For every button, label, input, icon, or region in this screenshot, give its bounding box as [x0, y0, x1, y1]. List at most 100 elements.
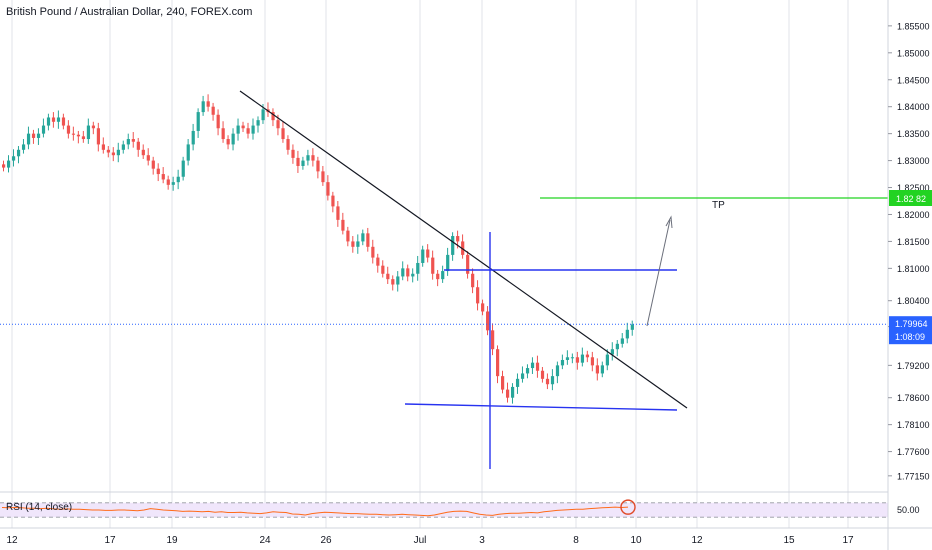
rsi-title: RSI (14, close)	[6, 502, 73, 513]
price-tick-label: 1.85000	[897, 48, 930, 58]
candle-body	[211, 106, 215, 115]
candle-body	[421, 249, 425, 263]
candle-body	[530, 362, 535, 369]
candle-body	[296, 157, 300, 166]
candle-body	[376, 257, 380, 266]
candle-body	[560, 359, 565, 366]
rsi-level-label: 50.00	[897, 505, 920, 515]
candle-body	[251, 125, 255, 134]
candle-body	[525, 368, 530, 374]
candle-body	[246, 128, 250, 134]
candle-body	[491, 330, 495, 350]
candle-body	[620, 338, 624, 344]
time-tick-label: 15	[783, 535, 795, 546]
candle-body	[121, 144, 125, 150]
candle-body	[171, 182, 175, 185]
candle-body	[306, 155, 310, 161]
candle-body	[86, 125, 91, 140]
candle-body	[346, 230, 350, 242]
candle-body	[196, 112, 200, 131]
price-tick-label: 1.83500	[897, 129, 930, 139]
candle-body	[411, 273, 415, 277]
candle-body	[321, 171, 325, 183]
projection-arrow[interactable]	[646, 219, 671, 327]
time-tick-label: 10	[630, 535, 642, 546]
candle-body	[466, 254, 470, 274]
candle-body	[585, 354, 590, 358]
rsi-pane	[0, 491, 888, 518]
candle-body	[276, 120, 280, 129]
candle-body	[286, 139, 290, 150]
time-tick-label: 26	[320, 535, 332, 546]
candle-body	[356, 241, 360, 247]
candle-body	[575, 357, 580, 363]
candle-body	[11, 156, 16, 161]
time-tick-label: 19	[166, 535, 178, 546]
candle-body	[6, 160, 11, 168]
candle-body	[501, 376, 505, 390]
candle-body	[456, 236, 460, 242]
grid-lines	[11, 0, 849, 528]
candle-body	[436, 273, 440, 280]
candle-body	[510, 386, 515, 398]
candle-body	[36, 133, 41, 138]
candle-body	[570, 357, 575, 359]
candle-body	[231, 133, 235, 145]
rsi-highlight-circle	[620, 499, 636, 515]
candle-body	[391, 279, 395, 285]
candle-body	[56, 117, 61, 122]
candle-body	[451, 236, 455, 255]
candle-body	[76, 134, 81, 137]
time-tick-label: Jul	[414, 535, 427, 546]
candle-body	[291, 149, 295, 158]
candle-body	[281, 128, 285, 140]
descending-trendline[interactable]	[239, 90, 688, 409]
rsi-line	[1, 506, 629, 517]
candle-body	[426, 249, 430, 258]
time-tick-label: 8	[573, 535, 579, 546]
candle-body	[496, 349, 500, 377]
price-tick-label: 1.85500	[897, 21, 930, 31]
time-tick-label: 3	[479, 535, 485, 546]
candle-body	[61, 117, 66, 126]
candle-body	[406, 268, 410, 277]
price-tick-label: 1.82000	[897, 210, 930, 220]
price-tick-label: 1.84500	[897, 75, 930, 85]
candle-body	[2, 164, 6, 168]
candle-body	[226, 139, 230, 145]
time-tick-label: 17	[842, 535, 854, 546]
candle-body	[630, 324, 634, 330]
candle-body	[351, 241, 355, 247]
candle-body	[535, 362, 540, 371]
candle-body	[146, 155, 150, 161]
candle-body	[401, 268, 405, 277]
price-tick-label: 1.81500	[897, 237, 930, 247]
candle-body	[101, 144, 105, 150]
candle-body	[261, 109, 265, 121]
time-tick-label: 12	[691, 535, 703, 546]
candle-body	[625, 329, 629, 339]
time-tick-label: 24	[259, 535, 271, 546]
last-price-label: 1.79964	[895, 319, 928, 329]
candle-body	[241, 125, 245, 129]
chart-title: British Pound / Australian Dollar, 240, …	[6, 6, 253, 18]
candle-body	[66, 125, 71, 134]
candle-body	[471, 273, 475, 288]
candle-body	[590, 357, 595, 366]
candle-body	[91, 125, 96, 129]
projection-arrow-head	[665, 215, 673, 229]
pattern-bottom-line[interactable]	[404, 403, 678, 411]
candle-body	[166, 179, 170, 185]
candle-body	[381, 265, 385, 274]
candle-body	[615, 343, 619, 350]
candle-body	[461, 241, 465, 255]
candle-body	[605, 354, 609, 366]
price-tick-label: 1.83000	[897, 156, 930, 166]
candle-body	[156, 168, 160, 175]
candle-body	[106, 149, 110, 153]
candle-body	[486, 311, 490, 331]
candle-body	[26, 133, 31, 145]
candle-body	[256, 120, 260, 126]
